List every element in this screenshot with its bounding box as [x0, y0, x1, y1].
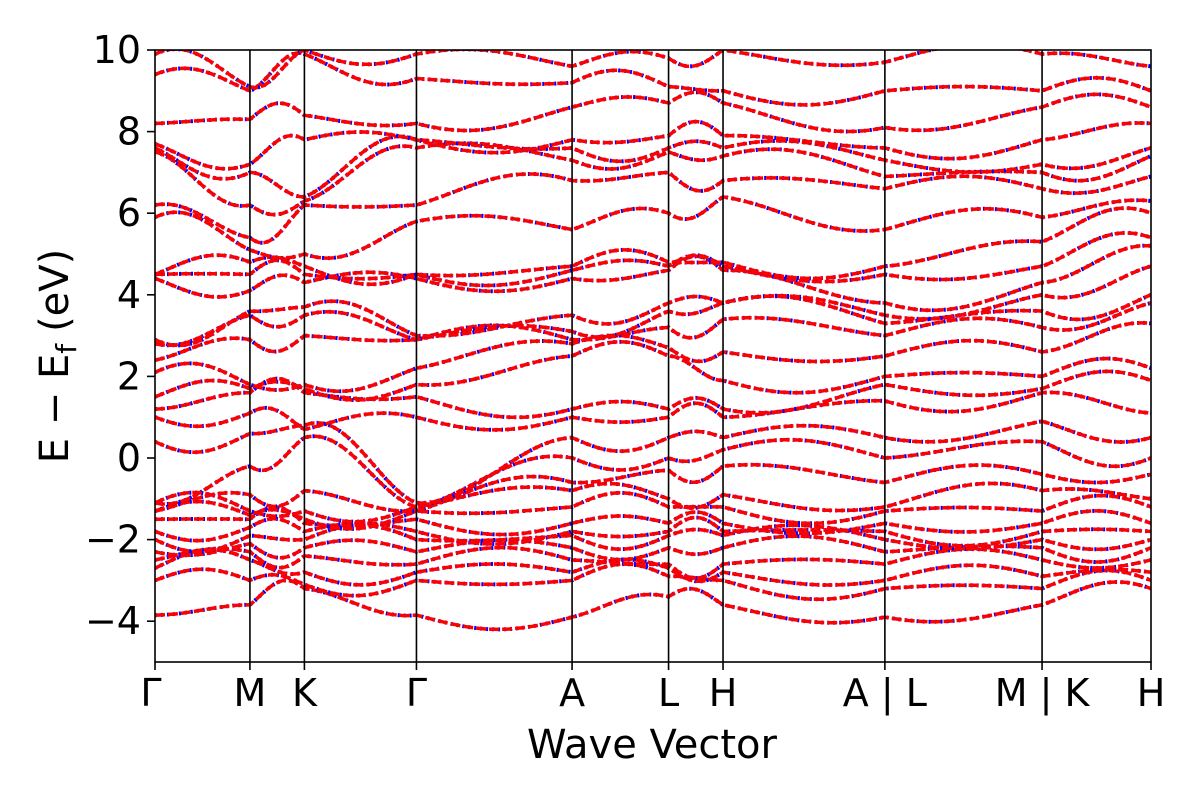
- band-line-dotted: [155, 419, 1151, 506]
- x-tick-label: L: [658, 671, 679, 715]
- band-line-dashed: [155, 50, 1151, 90]
- x-tick-label: A: [559, 671, 585, 715]
- x-tick-label: K: [292, 671, 318, 715]
- band-line-dashed: [155, 463, 1151, 514]
- x-axis-title: Wave Vector: [527, 722, 778, 768]
- band-line-dashed: [155, 434, 1151, 509]
- y-axis-title-subscript: f: [50, 343, 83, 354]
- band-line-dashed: [155, 51, 1151, 107]
- band-lines: [155, 50, 1151, 632]
- y-tick-label: −4: [85, 599, 141, 643]
- band-line-dashed: [155, 195, 1151, 260]
- band-line-dashed: [155, 562, 1151, 601]
- y-tick-label: 6: [117, 191, 141, 235]
- band-line-dotted: [155, 90, 1151, 134]
- x-tick-label: M | K: [995, 671, 1091, 716]
- band-line-dashed: [155, 340, 1151, 402]
- band-line-dotted: [155, 523, 1151, 554]
- x-tick-label: H: [1137, 671, 1166, 715]
- band-line-dashed: [155, 301, 1151, 362]
- high-symmetry-lines: [249, 50, 1043, 662]
- y-axis-title-unit: (eV): [32, 249, 78, 332]
- band-line-dashed: [155, 170, 1151, 245]
- y-tick-label: 2: [117, 354, 141, 398]
- y-tick-label: −2: [85, 518, 141, 562]
- x-tick-label: H: [709, 671, 738, 715]
- band-line-dashed: [155, 491, 1151, 531]
- y-tick-label: 10: [93, 28, 141, 72]
- band-line-dashed: [155, 578, 1151, 632]
- band-line-dotted: [155, 339, 1151, 402]
- band-line-dotted: [155, 515, 1151, 548]
- band-line-dashed: [155, 369, 1151, 420]
- x-tick-label: Γ: [140, 671, 161, 715]
- x-tick-label: A | L: [843, 671, 927, 716]
- band-line-dotted: [155, 534, 1151, 564]
- x-tick-label: M: [234, 671, 267, 715]
- band-line-dashed: [155, 90, 1151, 134]
- band-line-dashed: [155, 390, 1151, 432]
- band-line-dashed: [155, 515, 1151, 548]
- y-axis-title-main: E − E: [32, 354, 78, 464]
- band-line-dashed: [155, 134, 1151, 199]
- y-axis-title: E − Ef (eV): [32, 249, 83, 464]
- band-line-dashed: [155, 231, 1151, 288]
- plot-area: [154, 49, 1152, 663]
- band-line-dashed: [155, 119, 1151, 171]
- band-line-dotted: [155, 369, 1151, 420]
- band-line-dashed: [155, 419, 1151, 505]
- band-line-dashed: [155, 243, 1151, 313]
- y-tick-label: 4: [117, 273, 141, 317]
- band-line-dashed: [155, 534, 1151, 564]
- y-tick-label: 8: [117, 110, 141, 154]
- x-tick-label: Γ: [406, 671, 427, 715]
- plot-frame: [154, 49, 1152, 663]
- band-line-dashed: [155, 264, 1151, 348]
- band-line-dashed: [155, 523, 1151, 554]
- band-line-dashed: [155, 481, 1151, 524]
- y-tick-label: 0: [117, 436, 141, 480]
- y-axis-ticks: −4 −2 0 2 4 6 8 10: [85, 28, 155, 643]
